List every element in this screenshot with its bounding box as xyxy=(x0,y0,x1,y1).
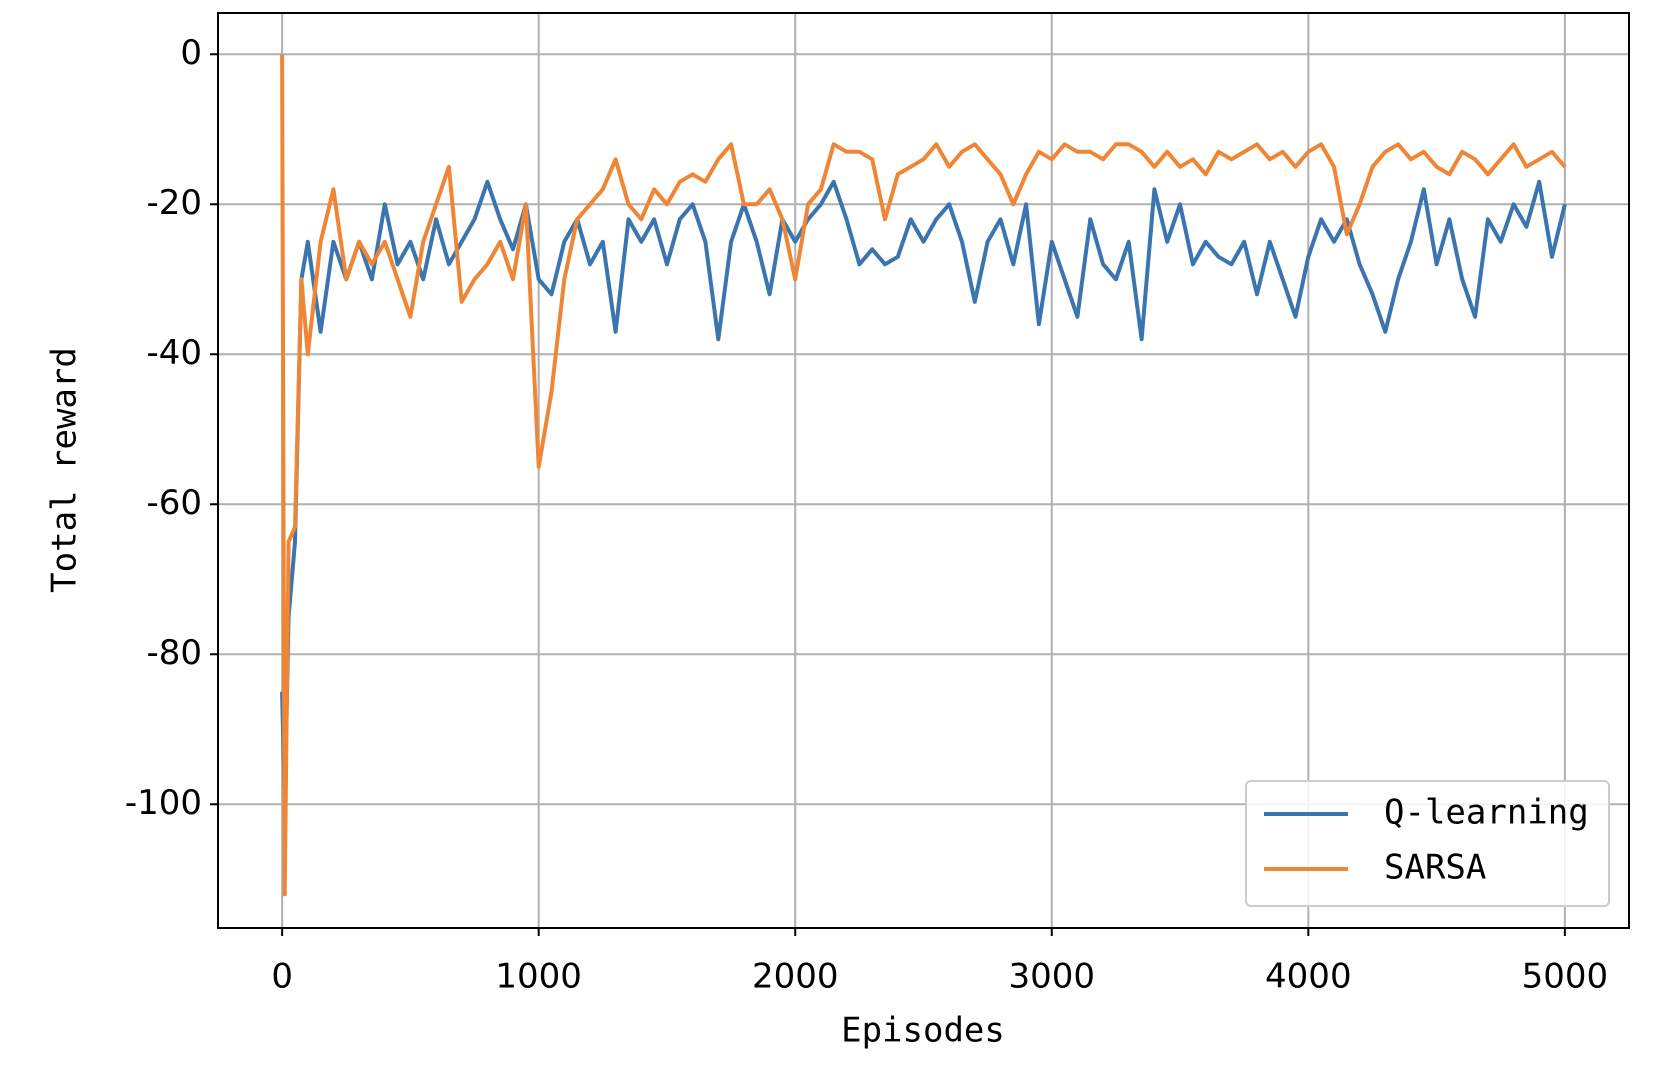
y-tick-label: -40 xyxy=(146,333,202,373)
x-tick-label: 0 xyxy=(271,957,293,997)
y-axis-label: Total reward xyxy=(45,347,85,593)
y-tick-label: -60 xyxy=(146,483,202,523)
plot-frame xyxy=(217,12,1630,929)
y-tick-label: -80 xyxy=(146,633,202,673)
x-tick-label: 3000 xyxy=(1009,957,1096,997)
legend-label: Q-learning xyxy=(1384,793,1589,833)
series-line xyxy=(280,54,1567,897)
y-tick-label: 0 xyxy=(180,33,202,73)
x-tick-label: 2000 xyxy=(752,957,839,997)
x-tick-label: 1000 xyxy=(495,957,582,997)
legend-label: SARSA xyxy=(1384,848,1486,888)
series-line xyxy=(280,179,1567,807)
x-tick-label: 4000 xyxy=(1265,957,1352,997)
lines xyxy=(280,54,1567,897)
y-tick-label: -100 xyxy=(125,783,202,823)
x-axis-label: Episodes xyxy=(841,1011,1005,1051)
x-tick-label: 5000 xyxy=(1522,957,1609,997)
y-tick-label: -20 xyxy=(146,183,202,223)
